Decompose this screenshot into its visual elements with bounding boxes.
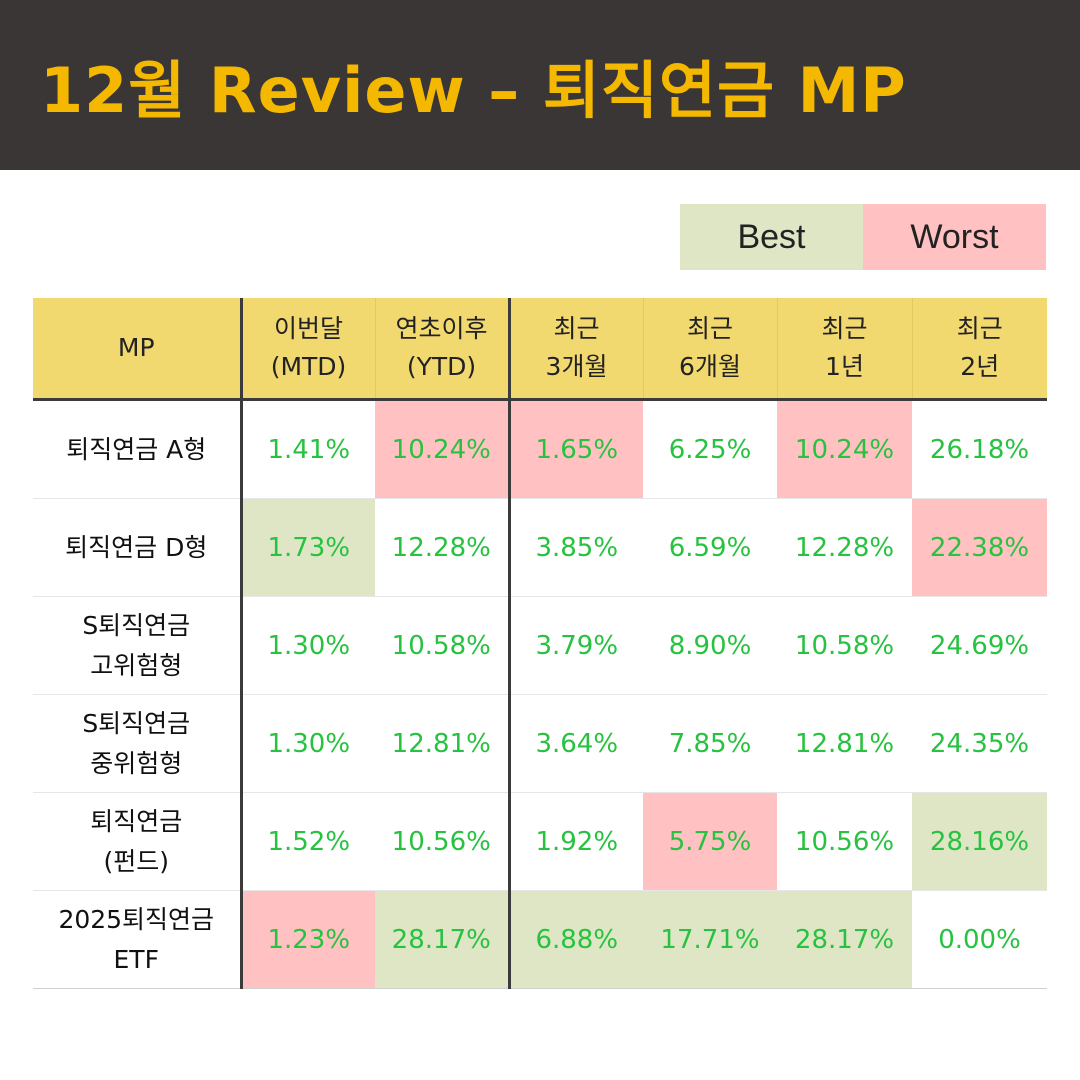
header-label: 최근 — [553, 314, 600, 343]
table-header-row: MP 이번달 (MTD) 연초이후 (YTD) 최근 3개월 최근 6개월 최근… — [33, 298, 1047, 401]
legend-best: Best — [680, 204, 863, 270]
table-row: 퇴직연금 D형 1.73% 12.28% 3.85% 6.59% 12.28% 22.38% — [33, 498, 1047, 597]
header-sublabel: 1년 — [825, 352, 864, 381]
return-cell: 12.81% — [777, 694, 912, 793]
return-cell: 0.00% — [912, 890, 1047, 989]
table-row: 퇴직연금 A형 1.41% 10.24% 1.65% 6.25% 10.24% 26.18% — [33, 399, 1047, 499]
title-banner: 12월 Review – 퇴직연금 MP — [0, 0, 1080, 170]
header-mtd: 이번달 (MTD) — [241, 298, 376, 401]
page-title: 12월 Review – 퇴직연금 MP — [40, 54, 907, 127]
return-cell: 28.17% — [777, 890, 912, 989]
mp-name: S퇴직연금 — [82, 610, 191, 640]
mp-name-cell: 2025퇴직연금 ETF — [33, 890, 243, 989]
header-6m: 최근 6개월 — [643, 298, 778, 401]
legend-worst: Worst — [863, 204, 1046, 270]
header-sublabel: 2년 — [960, 352, 1000, 381]
return-cell: 1.92% — [509, 792, 643, 891]
legend: Best Worst — [680, 204, 1046, 270]
return-cell: 1.23% — [241, 890, 375, 989]
mp-name: 2025퇴직연금 — [58, 904, 215, 934]
mp-name: 퇴직연금 D형 — [65, 532, 208, 562]
return-cell: 3.64% — [509, 694, 643, 793]
return-cell: 1.41% — [241, 399, 375, 499]
return-cell: 10.58% — [375, 596, 511, 695]
return-cell: 5.75% — [643, 792, 777, 891]
return-cell: 10.56% — [375, 792, 511, 891]
mp-name: S퇴직연금 — [82, 708, 191, 738]
return-cell: 10.24% — [777, 399, 912, 499]
header-1y: 최근 1년 — [777, 298, 913, 401]
return-cell: 6.59% — [643, 498, 777, 597]
table-row: 퇴직연금 (펀드) 1.52% 10.56% 1.92% 5.75% 10.56% 28.16… — [33, 792, 1047, 891]
header-3m: 최근 3개월 — [509, 298, 644, 401]
table-row: S퇴직연금 고위험형 1.30% 10.58% 3.79% 8.90% 10.58% 24.6… — [33, 596, 1047, 695]
return-cell: 26.18% — [912, 399, 1047, 499]
table-row: 2025퇴직연금 ETF 1.23% 28.17% 6.88% 17.71% 28.17% 0… — [33, 890, 1047, 989]
header-label: 이번달 — [273, 314, 343, 343]
return-cell: 1.65% — [509, 399, 643, 499]
return-cell: 3.79% — [509, 596, 643, 695]
mp-name-line2: ETF — [113, 944, 159, 974]
header-mp: MP — [33, 298, 243, 401]
return-cell: 22.38% — [912, 498, 1047, 597]
return-cell: 3.85% — [509, 498, 643, 597]
return-cell: 8.90% — [643, 596, 777, 695]
header-label: 연초이후 — [395, 314, 488, 343]
return-cell: 12.28% — [777, 498, 912, 597]
performance-table: MP 이번달 (MTD) 연초이후 (YTD) 최근 3개월 최근 6개월 최근… — [33, 298, 1047, 989]
return-cell: 28.16% — [912, 792, 1047, 891]
return-cell: 28.17% — [375, 890, 511, 989]
header-sublabel: 6개월 — [679, 352, 741, 381]
mp-name: 퇴직연금 A형 — [66, 434, 207, 464]
return-cell: 1.30% — [241, 596, 375, 695]
return-cell: 1.30% — [241, 694, 375, 793]
header-label: MP — [117, 333, 155, 362]
return-cell: 24.35% — [912, 694, 1047, 793]
header-label: 최근 — [956, 314, 1003, 343]
return-cell: 6.25% — [643, 399, 777, 499]
return-cell: 10.56% — [777, 792, 912, 891]
return-cell: 17.71% — [643, 890, 777, 989]
header-ytd: 연초이후 (YTD) — [375, 298, 511, 401]
return-cell: 24.69% — [912, 596, 1047, 695]
table-row: S퇴직연금 중위험형 1.30% 12.81% 3.64% 7.85% 12.81% 24.3… — [33, 694, 1047, 793]
return-cell: 10.24% — [375, 399, 511, 499]
mp-name-cell: 퇴직연금 (펀드) — [33, 792, 243, 891]
mp-name-cell: 퇴직연금 D형 — [33, 498, 243, 597]
return-cell: 1.73% — [241, 498, 375, 597]
return-cell: 10.58% — [777, 596, 912, 695]
return-cell: 7.85% — [643, 694, 777, 793]
header-2y: 최근 2년 — [912, 298, 1047, 401]
mp-name-cell: 퇴직연금 A형 — [33, 399, 243, 499]
return-cell: 12.28% — [375, 498, 511, 597]
return-cell: 12.81% — [375, 694, 511, 793]
header-sublabel: (YTD) — [406, 352, 477, 381]
return-cell: 6.88% — [509, 890, 643, 989]
mp-name: 퇴직연금 — [90, 806, 183, 836]
header-label: 최근 — [821, 314, 868, 343]
header-label: 최근 — [686, 314, 733, 343]
mp-name-line2: (펀드) — [103, 846, 169, 876]
mp-name-line2: 중위험형 — [90, 748, 183, 778]
mp-name-line2: 고위험형 — [90, 650, 183, 680]
return-cell: 1.52% — [241, 792, 375, 891]
header-sublabel: 3개월 — [545, 352, 608, 381]
header-sublabel: (MTD) — [270, 352, 347, 381]
